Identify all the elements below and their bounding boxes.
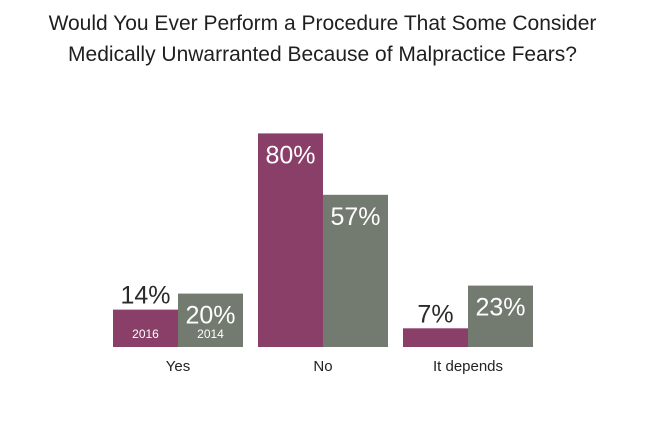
bar-2016-no (258, 133, 323, 347)
bar-2016-yes (113, 309, 178, 347)
bar-group-yes: 14% 2016 20%2014 Yes (113, 282, 243, 375)
series-label-2014: 2014 (197, 327, 224, 341)
bar-group-it-depends: 7% 23% It depends (403, 285, 533, 375)
chart-title: Would You Ever Perform a Procedure That … (0, 8, 645, 70)
bar-2014-it-depends (468, 285, 533, 347)
value-label-2014-it-depends: 23% (475, 294, 525, 322)
category-label-yes: Yes (166, 358, 190, 375)
value-label-2016-yes: 14% (120, 282, 170, 310)
category-label-no: No (313, 358, 332, 375)
bar-2014-no (323, 194, 388, 347)
chart-title-line-1: Would You Ever Perform a Procedure That … (48, 12, 597, 35)
value-label-2016-no: 80% (265, 141, 315, 169)
series-label-2016: 2016 (132, 327, 159, 341)
category-label-it-depends: It depends (433, 358, 503, 375)
bar-2014-yes (178, 293, 243, 347)
bar-2016-it-depends (403, 328, 468, 347)
value-label-2014-yes: 20% (185, 302, 235, 330)
bar-group-no: 80% 57% No (258, 133, 388, 375)
value-label-2016-it-depends: 7% (417, 300, 453, 328)
chart-title-line-2: Medically Unwarranted Because of Malprac… (68, 43, 577, 66)
value-label-2014-no: 57% (330, 203, 380, 231)
